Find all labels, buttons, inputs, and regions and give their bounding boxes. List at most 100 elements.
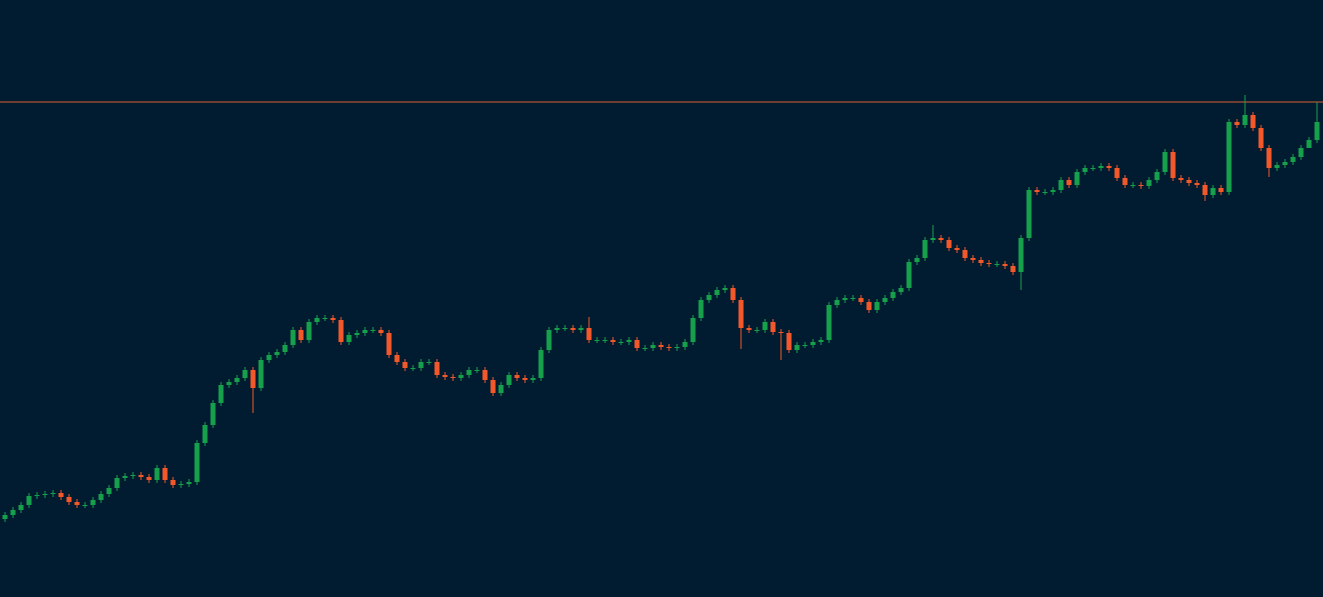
candle-body bbox=[1306, 140, 1312, 148]
candle-body bbox=[930, 238, 936, 240]
candle-body bbox=[394, 355, 400, 362]
candle-body bbox=[594, 340, 600, 341]
candle-body bbox=[1114, 168, 1120, 178]
candle-body bbox=[434, 362, 440, 375]
candle-body bbox=[162, 468, 168, 480]
candle-body bbox=[1082, 168, 1088, 172]
candle-body bbox=[458, 375, 464, 378]
candle-body bbox=[1130, 185, 1136, 186]
candle-body bbox=[2, 515, 8, 519]
candle-body bbox=[34, 495, 40, 496]
candle-body bbox=[522, 378, 528, 380]
candle-body bbox=[482, 370, 488, 380]
candle-body bbox=[1178, 178, 1184, 180]
candle-body bbox=[1186, 180, 1192, 183]
candle-body bbox=[658, 345, 664, 347]
candle-body bbox=[754, 330, 760, 331]
candle-body bbox=[826, 305, 832, 340]
candle-body bbox=[762, 322, 768, 330]
candle-body bbox=[370, 330, 376, 331]
candle-body bbox=[402, 362, 408, 368]
candle-body bbox=[1106, 166, 1112, 168]
candle-body bbox=[1098, 166, 1104, 168]
candle-body bbox=[746, 328, 752, 330]
candle-body bbox=[1218, 188, 1224, 192]
candle-body bbox=[850, 298, 856, 299]
candle-body bbox=[514, 375, 520, 378]
candle-body bbox=[626, 340, 632, 342]
candle-body bbox=[234, 378, 240, 382]
candle-body bbox=[570, 328, 576, 330]
candle-body bbox=[282, 345, 288, 352]
candle-body bbox=[1122, 178, 1128, 185]
candle-body bbox=[498, 385, 504, 393]
candle-body bbox=[130, 475, 136, 476]
candle-body bbox=[858, 298, 864, 302]
candle-body bbox=[1298, 148, 1304, 157]
candle-body bbox=[1074, 172, 1080, 185]
candle-body bbox=[578, 328, 584, 330]
candle-body bbox=[1146, 180, 1152, 186]
candle-body bbox=[602, 340, 608, 341]
candle-body bbox=[794, 345, 800, 350]
candle-body bbox=[946, 240, 952, 248]
candle-body bbox=[378, 330, 384, 333]
candle-body bbox=[890, 292, 896, 298]
candle-body bbox=[666, 347, 672, 348]
candle-body bbox=[362, 330, 368, 333]
candle-body bbox=[730, 288, 736, 300]
candle-body bbox=[314, 318, 320, 322]
candle-body bbox=[1314, 122, 1320, 140]
candle-body bbox=[90, 500, 96, 505]
candle-body bbox=[298, 330, 304, 340]
candle-body bbox=[290, 330, 296, 345]
candle-body bbox=[178, 484, 184, 485]
candle-body bbox=[154, 468, 160, 480]
candle-body bbox=[1170, 152, 1176, 178]
candle-body bbox=[266, 355, 272, 360]
candle-body bbox=[202, 425, 208, 443]
candle-body bbox=[10, 510, 16, 515]
candle-body bbox=[418, 362, 424, 368]
candle-body bbox=[682, 342, 688, 347]
candle-body bbox=[274, 352, 280, 355]
candle-body bbox=[1234, 122, 1240, 125]
candle-body bbox=[170, 480, 176, 485]
candle-body bbox=[1138, 185, 1144, 186]
candle-body bbox=[618, 342, 624, 343]
candle-body bbox=[994, 264, 1000, 265]
candle-body bbox=[114, 478, 120, 488]
candle-body bbox=[194, 443, 200, 482]
candle-body bbox=[706, 295, 712, 300]
candle-body bbox=[978, 260, 984, 263]
candle-body bbox=[722, 288, 728, 290]
candle-body bbox=[866, 302, 872, 310]
candle-body bbox=[122, 476, 128, 478]
candle-body bbox=[322, 318, 328, 319]
candle-body bbox=[450, 377, 456, 378]
candle-body bbox=[1282, 162, 1288, 165]
candle-body bbox=[986, 263, 992, 264]
candle-body bbox=[98, 494, 104, 500]
candle-body bbox=[818, 340, 824, 342]
candle-body bbox=[1058, 180, 1064, 190]
candle-body bbox=[1258, 128, 1264, 148]
candle-body bbox=[146, 477, 152, 480]
candle-body bbox=[250, 370, 256, 388]
candle-body bbox=[962, 250, 968, 258]
candle-body bbox=[546, 330, 552, 350]
candle-body bbox=[1250, 115, 1256, 128]
candle-body bbox=[18, 505, 24, 510]
candle-body bbox=[258, 360, 264, 388]
candle-body bbox=[810, 342, 816, 345]
candle-body bbox=[66, 497, 72, 502]
candle-body bbox=[226, 382, 232, 385]
candle-body bbox=[1194, 183, 1200, 185]
candle-body bbox=[562, 328, 568, 329]
candle-body bbox=[138, 475, 144, 477]
candle-body bbox=[970, 258, 976, 260]
candle-body bbox=[954, 248, 960, 250]
candle-body bbox=[426, 362, 432, 363]
candle-body bbox=[834, 300, 840, 305]
